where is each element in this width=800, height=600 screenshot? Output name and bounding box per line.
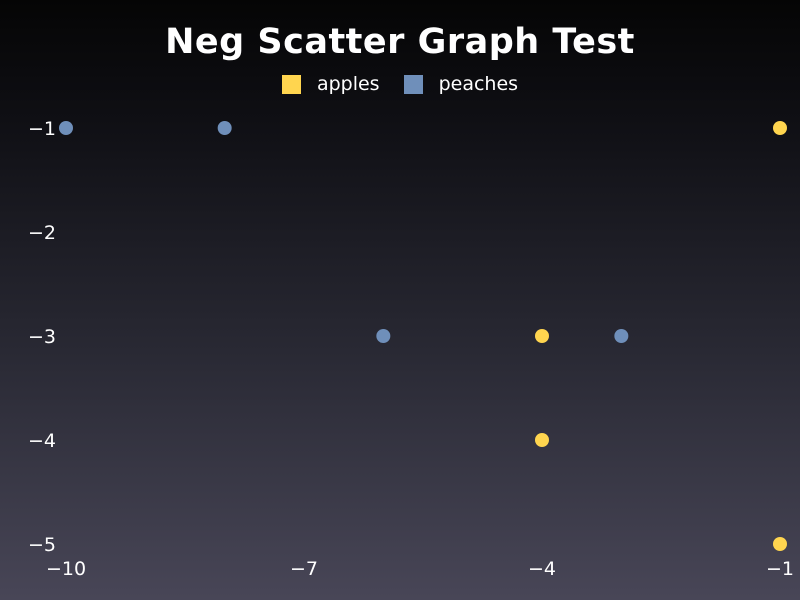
legend: apples peaches (0, 72, 800, 96)
point-apples-3 (773, 537, 787, 551)
point-apples-0 (773, 121, 787, 135)
y-tick-label-0: −1 (28, 118, 56, 140)
legend-label-apples: apples (316, 73, 380, 95)
point-peaches-2 (376, 329, 391, 343)
x-tick-label-2: −4 (528, 558, 556, 580)
legend-item-apples: apples (281, 72, 380, 96)
point-apples-2 (535, 433, 549, 447)
legend-swatch-apples (281, 74, 301, 94)
y-tick-label-4: −5 (28, 534, 56, 556)
x-tick-label-3: −1 (766, 558, 794, 580)
point-peaches-0 (59, 121, 73, 135)
point-peaches-3 (614, 329, 629, 343)
y-tick-label-2: −3 (28, 326, 56, 348)
y-tick-label-1: −2 (28, 222, 56, 244)
x-tick-label-0: −10 (46, 558, 86, 580)
legend-item-peaches: peaches (403, 72, 519, 96)
point-apples-1 (535, 329, 549, 343)
legend-label-peaches: peaches (438, 73, 519, 95)
legend-swatch-peaches (403, 74, 423, 94)
x-tick-label-1: −7 (290, 558, 318, 580)
chart-title: Neg Scatter Graph Test (165, 22, 635, 62)
point-peaches-1 (217, 121, 232, 135)
y-tick-label-3: −4 (28, 430, 56, 452)
